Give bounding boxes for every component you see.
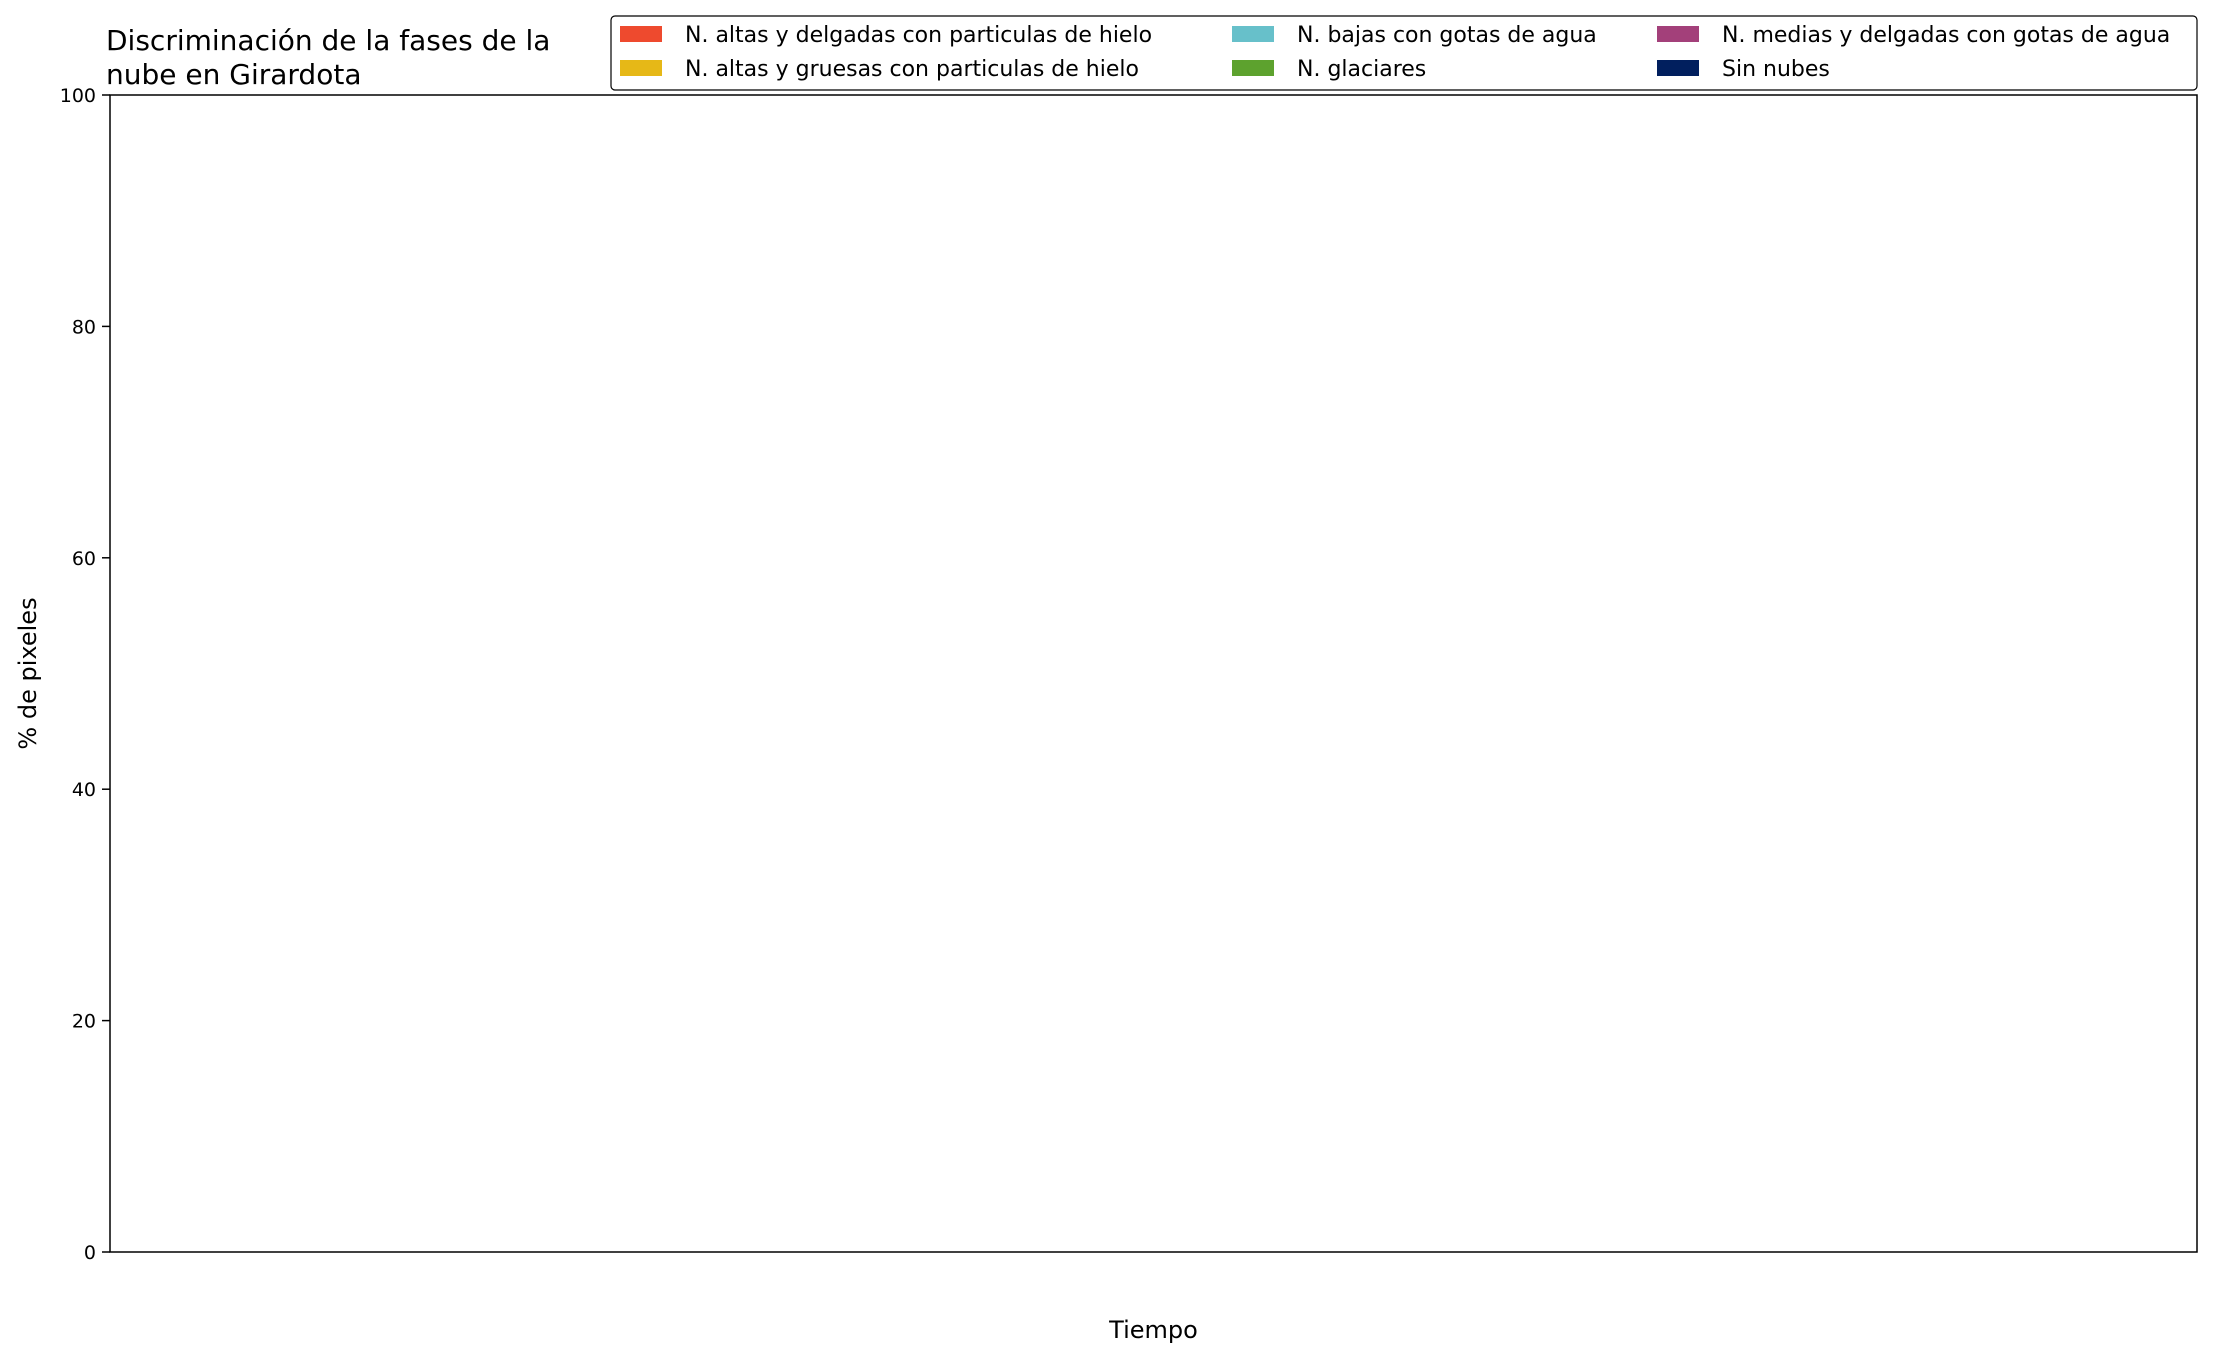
legend-label: N. glaciares	[1297, 57, 1426, 82]
legend-label: N. altas y gruesas con particulas de hie…	[685, 57, 1139, 82]
y-tick-label: 20	[72, 1011, 96, 1033]
y-tick-label: 40	[72, 779, 96, 801]
legend-swatch	[620, 26, 662, 42]
legend-swatch	[1232, 26, 1274, 42]
legend-swatch	[620, 60, 662, 76]
y-axis: 0 20 40 60 80 100	[60, 85, 110, 1264]
plot-frame	[109, 94, 2198, 1253]
chart-title-line-1: Discriminación de la fases de la	[106, 24, 550, 57]
legend-label: N. medias y delgadas con gotas de agua	[1722, 23, 2170, 48]
y-tick-label: 0	[84, 1242, 96, 1264]
y-tick-label: 100	[60, 85, 96, 107]
legend: N. altas y delgadas con particulas de hi…	[610, 15, 2198, 91]
legend-swatch	[1232, 60, 1274, 76]
y-axis-label: % de pixeles	[14, 597, 42, 749]
legend-swatch	[1657, 26, 1699, 42]
legend-label: N. altas y delgadas con particulas de hi…	[685, 23, 1152, 48]
legend-label: Sin nubes	[1722, 57, 1830, 82]
chart-title-line-2: nube en Girardota	[106, 58, 361, 91]
y-tick-label: 60	[72, 548, 96, 570]
legend-label: N. bajas con gotas de agua	[1297, 23, 1597, 48]
x-axis-label: Tiempo	[1108, 1316, 1198, 1344]
legend-swatch	[1657, 60, 1699, 76]
legend-box	[610, 15, 2198, 91]
y-tick-label: 80	[72, 316, 96, 338]
